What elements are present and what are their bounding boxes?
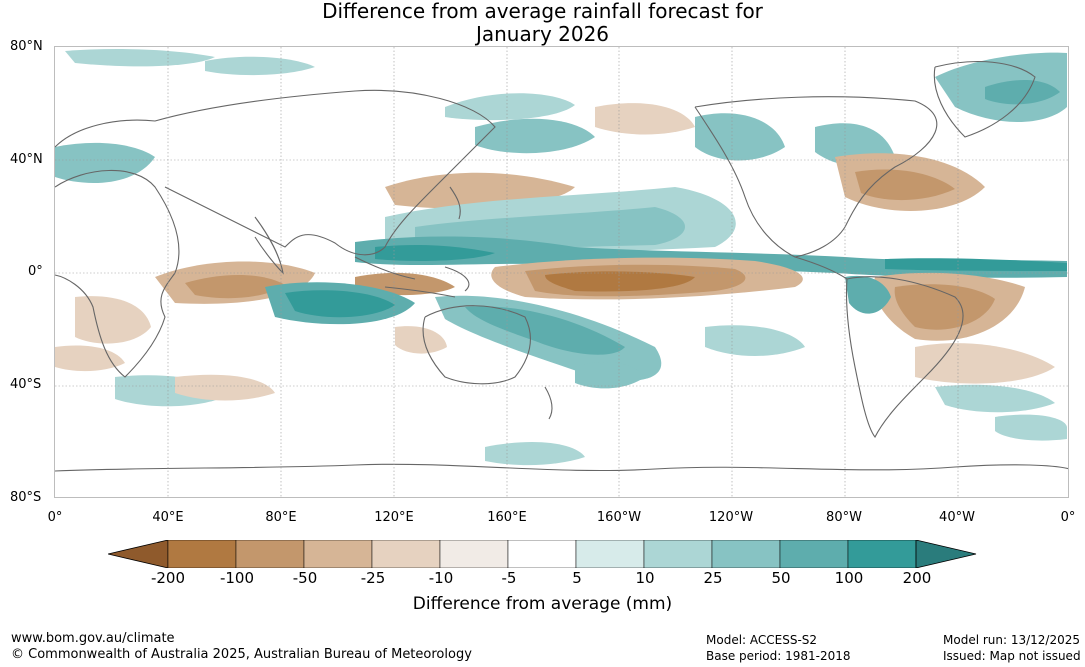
colorbar-tick-label: -100 xyxy=(219,569,255,587)
colorbar-segment xyxy=(439,540,509,568)
map-title: Difference from average rainfall forecas… xyxy=(0,0,1085,46)
colorbar-segment xyxy=(235,540,305,568)
colorbar-segment xyxy=(167,540,237,568)
colorbar-extend-low xyxy=(108,540,169,568)
colorbar-title: Difference from average (mm) xyxy=(412,594,673,614)
colorbar-tick-label: 10 xyxy=(635,569,655,587)
base-period: Base period: 1981-2018 xyxy=(706,649,851,663)
colorbar xyxy=(108,540,977,568)
lat-label-80n: 80°N xyxy=(10,39,43,54)
lon-label-40e: 40°E xyxy=(152,510,184,525)
colorbar-segment xyxy=(303,540,373,568)
lon-label-40w: 40°W xyxy=(939,510,975,525)
lon-label-0-right: 0° xyxy=(1060,510,1076,525)
lat-label-40s: 40°S xyxy=(10,377,42,392)
colorbar-segment xyxy=(371,540,441,568)
lon-label-80w: 80°W xyxy=(826,510,862,525)
issued-status: Issued: Map not issued xyxy=(943,649,1081,663)
colorbar-tick-label: -200 xyxy=(150,569,186,587)
coastlines xyxy=(55,60,1068,472)
colorbar-extend-high xyxy=(915,540,977,568)
colorbar-tick-label: -5 xyxy=(501,569,517,587)
colorbar-tick-label: -25 xyxy=(360,569,386,587)
colorbar-segment xyxy=(575,540,645,568)
title-line-1: Difference from average rainfall forecas… xyxy=(322,0,763,23)
model-name: Model: ACCESS-S2 xyxy=(706,633,818,647)
graticule xyxy=(55,47,1068,497)
lat-label-0: 0° xyxy=(28,264,43,279)
colorbar-segment xyxy=(847,540,917,568)
colorbar-tick-label: 25 xyxy=(703,569,723,587)
colorbar-tick-label: 100 xyxy=(834,569,864,587)
lon-label-0-left: 0° xyxy=(47,510,63,525)
lon-label-120e: 120°E xyxy=(374,510,414,525)
lon-label-160e: 160°E xyxy=(487,510,527,525)
colorbar-tick-label: -50 xyxy=(292,569,318,587)
colorbar-tick-label: -10 xyxy=(428,569,454,587)
lon-label-120w: 120°W xyxy=(708,510,754,525)
lon-label-160w: 160°W xyxy=(596,510,642,525)
rainfall-map-canvas xyxy=(55,47,1068,497)
colorbar-segment xyxy=(507,540,577,568)
colorbar-tick-label: 50 xyxy=(771,569,791,587)
lat-label-40n: 40°N xyxy=(10,152,43,167)
colorbar-tick-label: 5 xyxy=(572,569,582,587)
colorbar-tick-label: 200 xyxy=(902,569,932,587)
rainfall-map xyxy=(54,46,1069,498)
website-url: www.bom.gov.au/climate xyxy=(11,631,175,646)
colorbar-segment xyxy=(643,540,713,568)
model-run: Model run: 13/12/2025 xyxy=(943,633,1081,647)
colorbar-segment xyxy=(711,540,781,568)
lon-label-80e: 80°E xyxy=(265,510,297,525)
title-line-2: January 2026 xyxy=(475,22,610,46)
copyright-text: © Commonwealth of Australia 2025, Austra… xyxy=(11,647,472,662)
lat-label-80s: 80°S xyxy=(10,490,42,505)
colorbar-segments xyxy=(108,540,977,568)
colorbar-segment xyxy=(779,540,849,568)
